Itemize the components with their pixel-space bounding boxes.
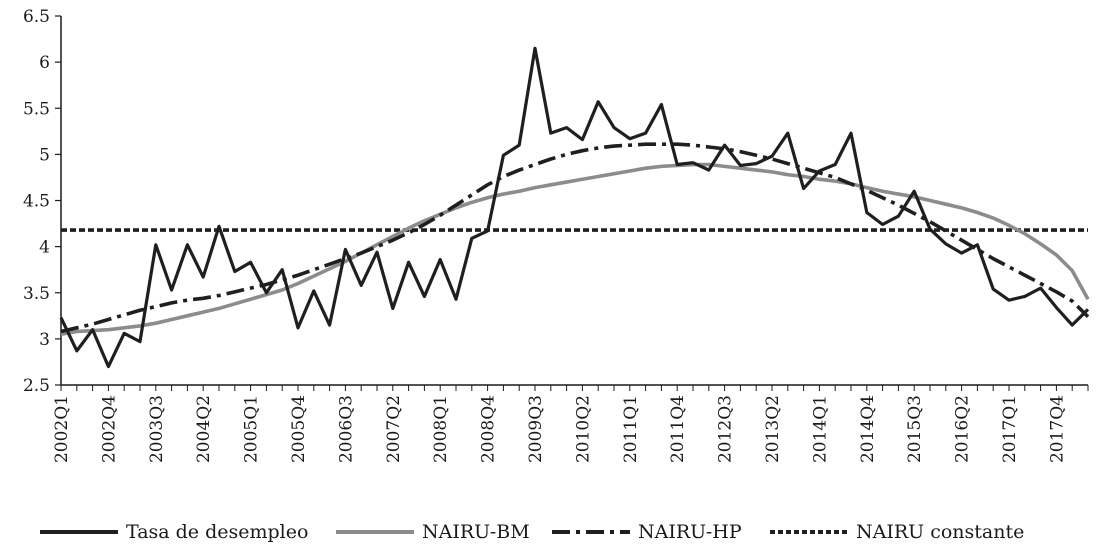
x-tick-label: 2017Q1 [1000,395,1020,463]
y-tick-label: 2.5 [23,376,50,396]
x-tick-label: 2012Q3 [716,395,736,463]
y-tick-label: 5 [39,145,50,165]
legend-swatch-nairu-constante [770,530,848,534]
x-tick-label: 2010Q2 [573,395,593,463]
x-tick-label: 2017Q4 [1047,395,1067,463]
x-tick-label: 2005Q1 [242,395,262,463]
x-tick-label: 2009Q3 [526,395,546,463]
y-axis: 2.5 3 3.5 4 4.5 5 5.5 6 6.5 [23,7,62,396]
y-tick-label: 3 [39,330,50,350]
y-tick-label: 3.5 [23,284,50,304]
x-tick-label: 2011Q4 [668,395,688,463]
legend-label-nairu-constante: NAIRU constante [856,521,1025,543]
x-tick-label: 2003Q3 [147,395,167,463]
x-tick-label: 2014Q1 [810,395,830,463]
legend-item-nairu-constante: NAIRU constante [770,514,1024,550]
series-layer [59,46,1090,369]
legend-item-tasa-de-desempleo: Tasa de desempleo [40,514,308,550]
x-tick-label: 2014Q4 [858,395,878,463]
x-tick-label: 2002Q1 [52,395,72,463]
series-line-nairu-bm [60,162,1090,337]
legend: Tasa de desempleo NAIRU-BM NAIRU-HP NAIR… [0,514,1104,554]
y-tick-label: 4 [39,238,50,258]
x-axis: 2002Q1 2002Q4 2003Q3 2004Q2 2005Q1 2005Q4 2006… [52,384,1089,463]
legend-swatch-nairu-hp [552,530,630,534]
x-tick-label: 2007Q2 [384,395,404,463]
line-chart: 2.533.544.555.566.5 2002Q1 2002Q4 2003Q3 20… [23,7,1090,463]
series-line-nairu-hp [60,142,1090,334]
legend-label-nairu-bm: NAIRU-BM [422,521,530,543]
y-tick-label: 6 [39,53,50,73]
y-tick-label: 5.5 [23,99,50,119]
legend-label-tasa-de-desempleo: Tasa de desempleo [126,521,309,543]
x-tick-label: 2006Q3 [336,395,356,463]
x-tick-label: 2011Q1 [621,395,641,463]
x-tick-label: 2016Q2 [953,395,973,463]
x-tick-label: 2005Q4 [289,395,309,463]
legend-label-nairu-hp: NAIRU-HP [638,521,742,543]
x-tick-label: 2002Q4 [99,395,119,463]
x-tick-label: 2013Q2 [763,395,783,463]
x-tick-label: 2015Q3 [905,395,925,463]
legend-swatch-nairu-bm [336,530,414,534]
legend-item-nairu-hp: NAIRU-HP [552,514,742,550]
legend-item-nairu-bm: NAIRU-BM [336,514,530,550]
series-line-tasa-de-desempleo [59,46,1090,369]
x-tick-label: 2008Q1 [431,395,451,463]
y-tick-label: 4.5 [23,192,50,212]
y-tick-label: 6.5 [23,7,50,27]
legend-swatch-tasa-de-desempleo [40,530,118,534]
x-tick-label: 2008Q4 [479,395,499,463]
x-tick-label: 2004Q2 [194,395,214,463]
